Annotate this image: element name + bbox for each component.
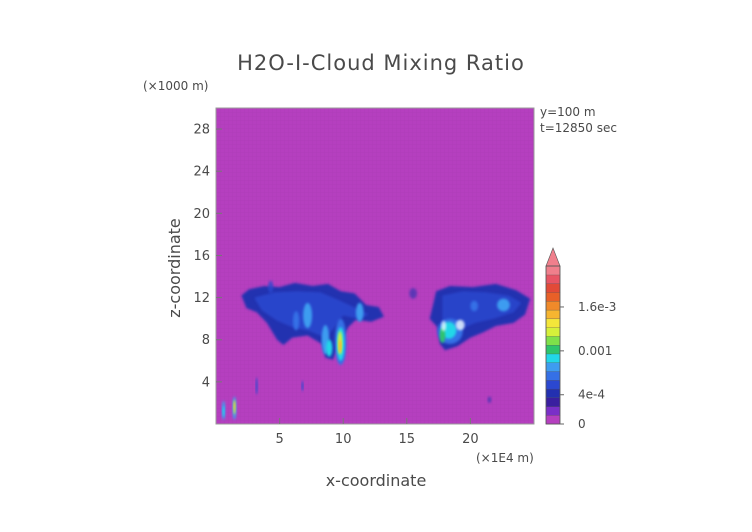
plot-mesh bbox=[216, 108, 534, 424]
colorbar-segment bbox=[545, 300, 561, 311]
colorbar-segment bbox=[545, 265, 561, 276]
colorbar-segment bbox=[545, 388, 561, 399]
chart-title: H2O-I-Cloud Mixing Ratio bbox=[237, 51, 525, 75]
colorbar-frame bbox=[545, 265, 561, 425]
colorbar-segment bbox=[545, 406, 561, 416]
colorbar-segment bbox=[545, 327, 561, 337]
colorbar-segment bbox=[545, 274, 561, 284]
cloud-core bbox=[441, 320, 447, 332]
y-tick-label: 24 bbox=[193, 165, 210, 180]
cloud-fragment bbox=[487, 396, 492, 403]
colorbar-segment bbox=[545, 292, 561, 302]
cloud-core bbox=[455, 319, 465, 331]
cloud-fragment bbox=[409, 288, 417, 299]
cloud-streak bbox=[326, 339, 333, 357]
y-tick-label: 4 bbox=[202, 375, 210, 390]
x-tick-label: 15 bbox=[399, 432, 416, 447]
cloud-fragment bbox=[268, 280, 274, 294]
colorbar-segment bbox=[545, 318, 561, 328]
colorbar-segment bbox=[545, 371, 561, 381]
cloud-streak bbox=[303, 302, 313, 329]
cloud-streak bbox=[497, 298, 510, 312]
colorbar-segment bbox=[545, 379, 561, 390]
y-axis-label: z-coordinate bbox=[165, 218, 184, 318]
surface-patch bbox=[233, 402, 236, 410]
cloud-field bbox=[221, 280, 531, 420]
cloud-fragment bbox=[255, 377, 258, 395]
y-tick-label: 28 bbox=[193, 123, 210, 138]
y-axis: 4 8 12 16 20 24 28 bbox=[193, 123, 222, 390]
cloud-core bbox=[439, 328, 446, 343]
colorbar-segment bbox=[545, 283, 561, 293]
annotation-time: t=12850 sec bbox=[540, 121, 617, 135]
colorbar-segment bbox=[545, 415, 561, 425]
colorbar-segment bbox=[545, 397, 561, 407]
x-axis-label: x-coordinate bbox=[326, 471, 427, 490]
colorbar-extend-arrow bbox=[545, 247, 561, 267]
colorbar-segment bbox=[545, 309, 561, 320]
y-unit-label: (×1000 m) bbox=[143, 79, 208, 93]
colorbar-tick-label: 1.6e-3 bbox=[578, 300, 616, 314]
y-tick-label: 16 bbox=[193, 249, 210, 264]
x-tick-label: 10 bbox=[335, 432, 352, 447]
colorbar-segment bbox=[545, 353, 561, 363]
x-unit-label: (×1E4 m) bbox=[476, 451, 534, 465]
surface-patch bbox=[222, 406, 225, 417]
cloud-streak bbox=[355, 302, 364, 322]
colorbar-segment bbox=[545, 336, 561, 346]
colorbar-segment bbox=[545, 344, 561, 355]
y-tick-label: 12 bbox=[193, 291, 210, 306]
x-tick-label: 5 bbox=[275, 432, 283, 447]
colorbar-tick-label: 4e-4 bbox=[578, 388, 605, 402]
y-tick-label: 20 bbox=[193, 207, 210, 222]
cloud-fragment bbox=[301, 380, 304, 392]
x-tick-label: 20 bbox=[462, 432, 479, 447]
colorbar-segment bbox=[545, 362, 561, 372]
y-tick-label: 8 bbox=[202, 333, 210, 348]
plot-frame bbox=[215, 107, 535, 425]
cloud-streak bbox=[470, 300, 479, 312]
x-axis: 5 10 15 20 bbox=[275, 418, 479, 447]
cloud-core bbox=[338, 339, 342, 353]
cloud-streak bbox=[292, 311, 300, 331]
colorbar-tick-label: 0 bbox=[578, 417, 586, 431]
plot-area: 5 10 15 20 4 8 12 16 20 24 28 bbox=[193, 107, 535, 447]
colorbar: 0 4e-4 0.001 1.6e-3 bbox=[545, 247, 616, 431]
annotation-y: y=100 m bbox=[540, 105, 596, 119]
colorbar-tick-label: 0.001 bbox=[578, 344, 612, 358]
